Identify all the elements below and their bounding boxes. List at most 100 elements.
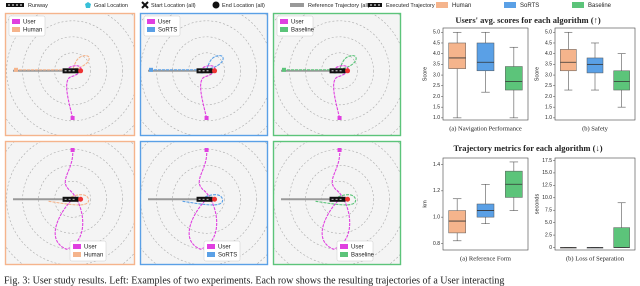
legend-swatch bbox=[504, 2, 516, 8]
y-tick-label: 1.2 bbox=[433, 188, 440, 194]
panel-legend-swatch bbox=[207, 252, 215, 257]
box bbox=[560, 49, 577, 72]
box bbox=[505, 66, 523, 91]
y-tick-label: 12.5 bbox=[542, 183, 552, 189]
panel-border bbox=[4, 12, 136, 137]
y-tick-label: 0.8 bbox=[433, 241, 440, 247]
legend-label: Baseline bbox=[588, 3, 612, 9]
legend-label: Reference Trajectory (all) bbox=[308, 3, 370, 9]
subplot-caption: (a) Reference Form bbox=[460, 255, 511, 262]
panel-legend-label: Human bbox=[84, 253, 103, 259]
box bbox=[613, 70, 630, 91]
y-tick-label: 3.5 bbox=[545, 62, 552, 68]
panel-legend-swatch bbox=[280, 27, 288, 32]
y-tick-label: 10.0 bbox=[542, 195, 552, 201]
panel-content bbox=[273, 141, 401, 265]
start-marker bbox=[204, 116, 209, 120]
goal-marker bbox=[78, 68, 84, 74]
user-trajectory bbox=[66, 65, 82, 119]
legend-label: Start Location (all) bbox=[151, 3, 196, 9]
y-tick-label: 5.0 bbox=[545, 30, 552, 36]
y-axis-label: seconds bbox=[534, 194, 540, 215]
user-trajectory bbox=[54, 148, 84, 250]
y-tick-label: 4.0 bbox=[433, 51, 440, 57]
range-ring bbox=[305, 36, 374, 106]
range-ring bbox=[38, 36, 107, 106]
y-tick-label: 2.5 bbox=[545, 232, 552, 238]
start-marker bbox=[282, 67, 286, 72]
panel-legend-swatch bbox=[12, 19, 20, 24]
range-ring bbox=[305, 164, 374, 234]
box bbox=[476, 42, 495, 72]
legend-swatch bbox=[572, 2, 584, 8]
panel-legend-label: Human bbox=[23, 28, 42, 34]
y-tick-label: 4.5 bbox=[433, 40, 440, 46]
panel-legend-label: SoRTS bbox=[158, 28, 177, 34]
y-tick-label: 1.5 bbox=[545, 104, 552, 110]
user-trajectory bbox=[188, 148, 218, 250]
subplot-caption: (b) Safety bbox=[582, 125, 609, 132]
y-tick-label: 3.0 bbox=[545, 72, 552, 78]
algorithm-trajectory bbox=[182, 194, 224, 206]
y-tick-label: 2.0 bbox=[433, 94, 440, 100]
goal-icon bbox=[85, 2, 91, 8]
runway-icon bbox=[6, 3, 24, 7]
y-axis-label: Score bbox=[422, 67, 428, 81]
goal-marker bbox=[212, 68, 218, 74]
caption: Fig. 3: User study results. Left: Exampl… bbox=[4, 275, 504, 286]
start-marker bbox=[337, 148, 342, 152]
algorithm-trajectory bbox=[48, 194, 90, 206]
panel-content bbox=[5, 141, 135, 265]
panel-legend-label: Baseline bbox=[291, 28, 315, 34]
legend-label: Human bbox=[452, 3, 471, 9]
box bbox=[586, 57, 604, 74]
goal-marker bbox=[78, 196, 84, 202]
start-icon bbox=[141, 1, 149, 9]
panel-legend-swatch bbox=[340, 244, 348, 249]
panel-legend-swatch bbox=[280, 19, 288, 24]
y-tick-label: 7.5 bbox=[545, 208, 552, 214]
algorithm-trajectory bbox=[315, 194, 357, 206]
subplot-caption: (b) Loss of Separation bbox=[566, 255, 625, 262]
y-tick-label: 2.0 bbox=[545, 94, 552, 100]
start-marker bbox=[14, 67, 18, 72]
y-tick-label: 3.0 bbox=[433, 72, 440, 78]
legend-label: SoRTS bbox=[520, 3, 539, 9]
panel-legend-label: SoRTS bbox=[218, 253, 237, 259]
panel-legend-label: User bbox=[351, 245, 364, 251]
start-marker bbox=[337, 116, 342, 120]
subplot-caption: (a) Navigation Performance bbox=[449, 125, 522, 132]
range-ring bbox=[172, 164, 241, 234]
top-legend: Runway Goal Location Start Location (all… bbox=[6, 1, 445, 9]
y-tick-label: 2.5 bbox=[545, 83, 552, 89]
panel-border bbox=[139, 140, 269, 266]
start-marker bbox=[70, 116, 75, 120]
panel-content bbox=[140, 13, 268, 136]
y-tick-label: 1.0 bbox=[433, 214, 440, 220]
panel-legend-label: User bbox=[218, 245, 231, 251]
goal-marker bbox=[345, 68, 351, 74]
y-axis-label: km bbox=[422, 200, 428, 208]
panel-border bbox=[139, 12, 269, 137]
panel-legend-label: User bbox=[84, 245, 97, 251]
range-ring bbox=[172, 36, 241, 106]
y-tick-label: 5.0 bbox=[545, 220, 552, 226]
reference-icon bbox=[290, 3, 304, 7]
y-tick-label: 0 bbox=[549, 245, 552, 251]
box bbox=[448, 42, 466, 69]
y-tick-label: 2.5 bbox=[433, 83, 440, 89]
y-tick-label: 15.0 bbox=[542, 170, 552, 176]
range-ring bbox=[38, 164, 107, 234]
y-axis-label: Score bbox=[534, 67, 540, 81]
group-title: Trajectory metrics for each algorithm (↓… bbox=[453, 143, 602, 153]
y-tick-label: 4.5 bbox=[545, 40, 552, 46]
user-trajectory bbox=[321, 148, 351, 250]
start-marker bbox=[204, 148, 209, 152]
panel-legend-label: User bbox=[291, 20, 304, 26]
box bbox=[613, 227, 630, 248]
panel-legend-label: User bbox=[23, 20, 36, 26]
panel-legend-label: User bbox=[158, 20, 171, 26]
end-icon bbox=[212, 1, 220, 9]
